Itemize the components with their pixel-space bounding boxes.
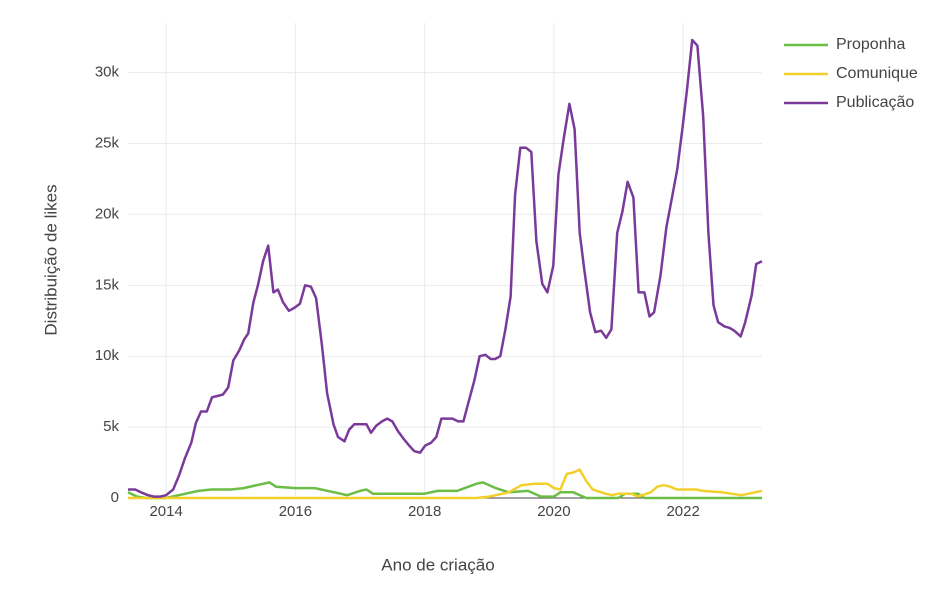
series-line [128, 468, 763, 500]
x-tick-label: 2018 [408, 503, 441, 520]
y-tick-label: 15k [95, 276, 120, 293]
x-tick-label: 2016 [279, 503, 312, 520]
y-tick-label: 30k [95, 64, 120, 81]
y-tick-label: 25k [95, 134, 120, 151]
y-axis-title: Distribuição de likes [41, 184, 60, 335]
y-tick-label: 5k [103, 418, 119, 435]
y-tick-label: 10k [95, 347, 120, 364]
x-tick-label: 2014 [149, 503, 182, 520]
series-line [128, 38, 763, 498]
x-tick-label: 2022 [666, 503, 699, 520]
y-tick-label: 20k [95, 205, 120, 222]
legend-label: Proponha [836, 36, 905, 53]
series-line [127, 481, 762, 500]
legend-label: Publicação [836, 94, 914, 111]
x-tick-label: 2020 [537, 503, 570, 520]
legend-label: Comunique [836, 65, 918, 82]
x-axis-title: Ano de criação [381, 555, 494, 574]
y-tick-label: 0 [111, 489, 119, 506]
